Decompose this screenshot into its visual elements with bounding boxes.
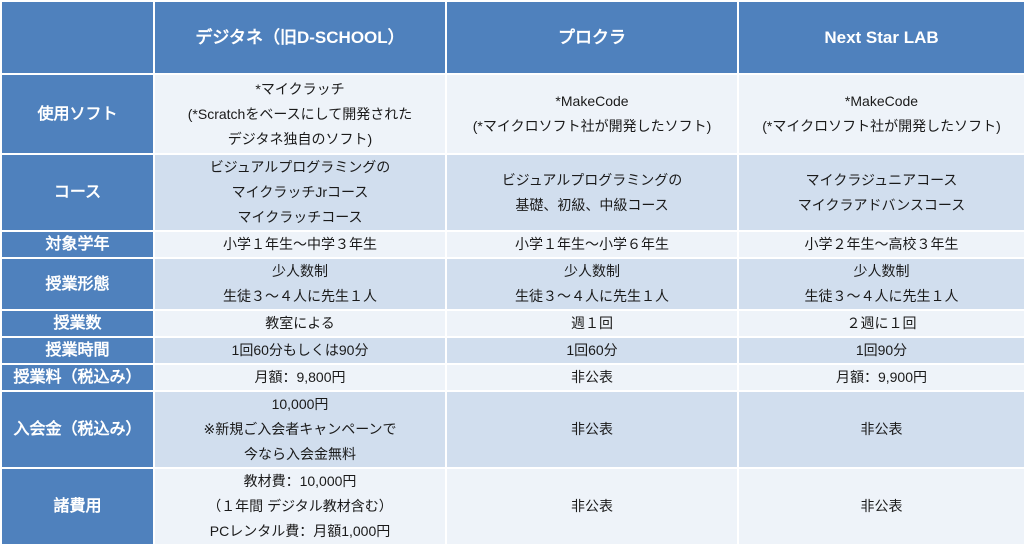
cell-line: （１年間 デジタル教材含む） bbox=[207, 498, 393, 514]
cell-line: *マイクラッチ bbox=[255, 80, 345, 97]
table-row: 授業時間 1回60分もしくは90分 1回60分 1回90分 bbox=[0, 336, 1024, 365]
cell-line: 非公表 bbox=[571, 369, 613, 385]
cell-line: 小学２年生〜高校３年生 bbox=[804, 236, 959, 252]
table-cell: 教室による bbox=[153, 309, 447, 338]
row-label: 使用ソフト bbox=[0, 73, 155, 155]
cell-line: マイクラッチコース bbox=[237, 209, 363, 225]
table-row: 授業数 教室による 週１回 ２週に１回 bbox=[0, 309, 1024, 338]
cell-line: 教材費：10,000円 bbox=[243, 473, 357, 489]
table-cell: 1回60分もしくは90分 bbox=[153, 336, 447, 365]
table-cell: ２週に１回 bbox=[737, 309, 1024, 338]
header-procra: プロクラ bbox=[445, 0, 739, 75]
table-cell: 非公表 bbox=[737, 390, 1024, 469]
table-cell: ビジュアルプログラミングの マイクラッチJrコース マイクラッチコース bbox=[153, 153, 447, 232]
cell-line: 少人数制 bbox=[272, 263, 328, 279]
table-cell: ビジュアルプログラミングの 基礎、初級、中級コース bbox=[445, 153, 739, 232]
cell-line: 月額：9,900円 bbox=[835, 369, 928, 385]
table-row: 対象学年 小学１年生〜中学３年生 小学１年生〜小学６年生 小学２年生〜高校３年生 bbox=[0, 230, 1024, 259]
cell-line: 10,000円 bbox=[271, 396, 329, 412]
cell-line: ※新規ご入会者キャンペーンで bbox=[203, 421, 397, 437]
row-label: 入会金（税込み） bbox=[0, 390, 155, 469]
cell-line: 月額：9,800円 bbox=[254, 369, 346, 385]
cell-line: ビジュアルプログラミングの bbox=[501, 171, 683, 188]
cell-line: 今なら入会金無料 bbox=[244, 446, 356, 462]
table-cell: 1回60分 bbox=[445, 336, 739, 365]
table-cell: 小学２年生〜高校３年生 bbox=[737, 230, 1024, 259]
header-corner bbox=[0, 0, 155, 75]
cell-line: 週１回 bbox=[571, 315, 613, 331]
table-cell: マイクラジュニアコース マイクラアドバンスコース bbox=[737, 153, 1024, 232]
table-cell: 少人数制生徒３〜４人に先生１人 bbox=[737, 257, 1024, 311]
cell-line: *MakeCode bbox=[555, 93, 629, 109]
row-label: 授業数 bbox=[0, 309, 155, 338]
header-row: デジタネ（旧D-SCHOOL） プロクラ Next Star LAB bbox=[0, 0, 1024, 75]
cell-line: 少人数制 bbox=[853, 263, 910, 279]
cell-line: 非公表 bbox=[571, 421, 613, 437]
cell-line: 基礎、初級、中級コース bbox=[515, 196, 669, 213]
table-cell: 小学１年生〜小学６年生 bbox=[445, 230, 739, 259]
row-label: 授業料（税込み） bbox=[0, 363, 155, 392]
cell-line: (*マイクロソフト社が開発したソフト) bbox=[762, 118, 1001, 134]
cell-line: デジタネ独自のソフト) bbox=[227, 130, 373, 147]
row-label: 諸費用 bbox=[0, 467, 155, 546]
cell-line: マイクラアドバンスコース bbox=[797, 196, 966, 213]
table-row: 入会金（税込み） 10,000円 ※新規ご入会者キャンペーンで 今なら入会金無料 非公表… bbox=[0, 390, 1024, 469]
cell-line: 少人数制 bbox=[564, 263, 620, 279]
cell-line: 小学１年生〜中学３年生 bbox=[223, 236, 377, 252]
table-cell: *MakeCode (*マイクロソフト社が開発したソフト) bbox=[737, 73, 1024, 155]
cell-line: マイクラッチJrコース bbox=[231, 184, 369, 200]
cell-line: ビジュアルプログラミングの bbox=[209, 159, 391, 175]
header-digitane: デジタネ（旧D-SCHOOL） bbox=[153, 0, 447, 75]
table-cell: 少人数制生徒３〜４人に先生１人 bbox=[153, 257, 447, 311]
row-label: コース bbox=[0, 153, 155, 232]
cell-line: 1回60分 bbox=[566, 342, 618, 358]
table-row: 授業形態 少人数制 生徒３〜４人に先生１人 少人数制 生徒３〜４人に先生１人 少人数制 生徒… bbox=[0, 257, 1024, 311]
table-cell: 教材費：10,000円 （１年間 デジタル教材含む） PCレンタル費：月額1,000… bbox=[153, 467, 447, 546]
table-cell: 小学１年生〜中学３年生 bbox=[153, 230, 447, 259]
cell-line: 生徒３〜４人に先生１人 bbox=[515, 288, 669, 304]
cell-line: 1回60分もしくは90分 bbox=[231, 342, 369, 358]
header-next-star-lab: Next Star LAB bbox=[737, 0, 1024, 75]
table-cell: 非公表 bbox=[445, 363, 739, 392]
cell-line: *MakeCode bbox=[844, 93, 919, 109]
table-cell: 週１回 bbox=[445, 309, 739, 338]
cell-line: マイクラジュニアコース bbox=[805, 171, 958, 188]
cell-line: 非公表 bbox=[860, 421, 903, 437]
table-cell: 非公表 bbox=[445, 467, 739, 546]
cell-line: (*Scratchをベースにして開発された bbox=[187, 105, 413, 122]
row-label: 対象学年 bbox=[0, 230, 155, 259]
cell-line: (*マイクロソフト社が開発したソフト) bbox=[472, 118, 712, 134]
table-cell: *MakeCode (*マイクロソフト社が開発したソフト) bbox=[445, 73, 739, 155]
table-cell: 非公表 bbox=[737, 467, 1024, 546]
cell-line: 1回90分 bbox=[855, 342, 908, 358]
cell-line: 生徒３〜４人に先生１人 bbox=[223, 288, 377, 304]
cell-line: 非公表 bbox=[860, 498, 903, 514]
table-cell: 月額：9,800円 bbox=[153, 363, 447, 392]
cell-line: 小学１年生〜小学６年生 bbox=[515, 236, 669, 252]
table-row: コース ビジュアルプログラミングの マイクラッチJrコース マイクラッチコース ビジュア… bbox=[0, 153, 1024, 232]
table-cell: 月額：9,900円 bbox=[737, 363, 1024, 392]
table-row: 使用ソフト *マイクラッチ (*Scratchをベースにして開発された デジタネ独自の… bbox=[0, 73, 1024, 155]
table-cell: 10,000円 ※新規ご入会者キャンペーンで 今なら入会金無料 bbox=[153, 390, 447, 469]
cell-line: ２週に１回 bbox=[846, 315, 917, 331]
row-label: 授業形態 bbox=[0, 257, 155, 311]
table-row: 授業料（税込み） 月額：9,800円 非公表 月額：9,900円 bbox=[0, 363, 1024, 392]
cell-line: 非公表 bbox=[571, 498, 613, 514]
table-cell: 1回90分 bbox=[737, 336, 1024, 365]
cell-line: 生徒３〜４人に先生１人 bbox=[804, 288, 959, 304]
table-cell: 非公表 bbox=[445, 390, 739, 469]
table-cell: *マイクラッチ (*Scratchをベースにして開発された デジタネ独自のソフト) bbox=[153, 73, 447, 155]
cell-line: PCレンタル費：月額1,000円 bbox=[209, 523, 391, 539]
cell-line: 教室による bbox=[265, 315, 335, 331]
table-cell: 少人数制生徒３〜４人に先生１人 bbox=[445, 257, 739, 311]
table-row: 諸費用 教材費：10,000円 （１年間 デジタル教材含む） PCレンタル費：月額1,… bbox=[0, 467, 1024, 546]
row-label: 授業時間 bbox=[0, 336, 155, 365]
